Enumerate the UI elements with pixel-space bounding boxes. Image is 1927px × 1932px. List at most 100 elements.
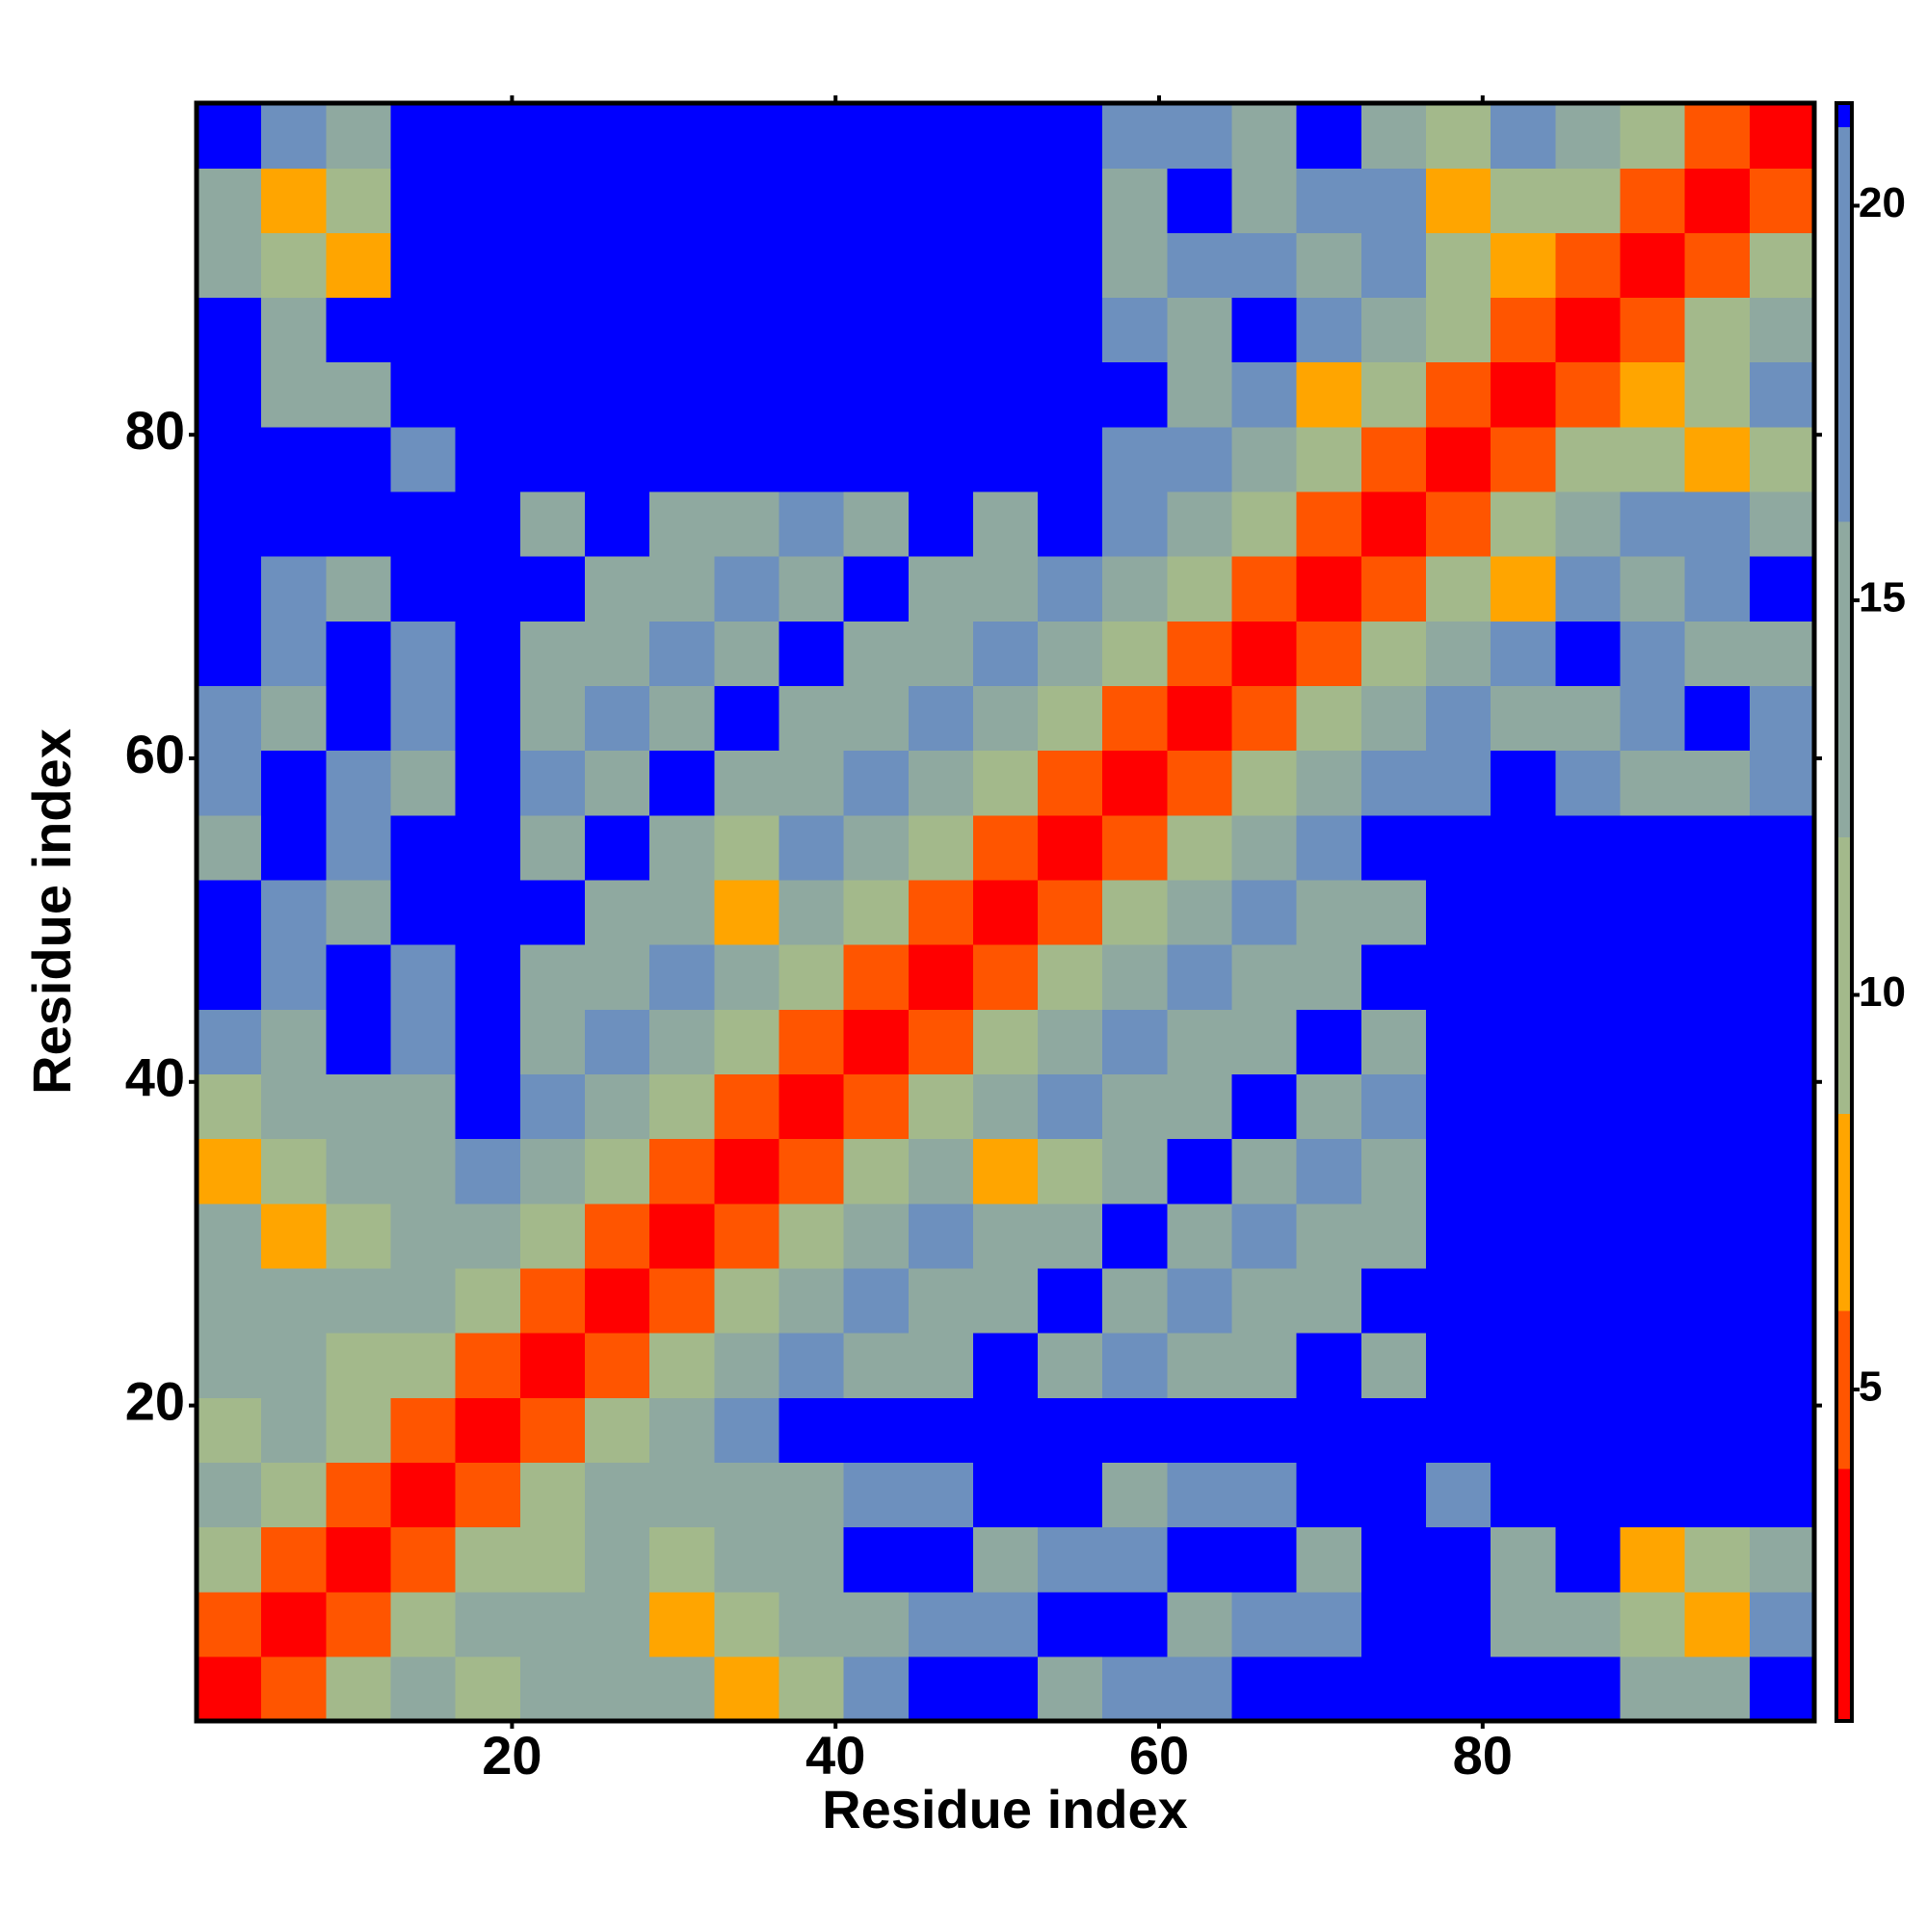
heatmap-cell [779,1009,845,1074]
heatmap-cell [908,1073,974,1140]
heatmap-cell [1102,1073,1168,1140]
heatmap-cell [1749,1591,1815,1657]
heatmap-cell [197,168,262,233]
heatmap-cell [1038,1267,1103,1334]
heatmap-cell [197,103,262,169]
heatmap-cell [1296,490,1362,557]
heatmap-cell [908,1397,974,1463]
heatmap-cell [1296,556,1362,622]
heatmap-cell [1555,556,1622,622]
heatmap-cell [197,1526,262,1593]
heatmap-cell [649,1073,715,1140]
heatmap-cell [455,1397,521,1463]
heatmap-cell [455,168,521,233]
heatmap-cell [584,1009,650,1074]
heatmap-cell [1167,621,1233,687]
heatmap-cell [390,490,457,557]
heatmap-cell [584,426,650,492]
heatmap-cell [1555,1397,1622,1463]
colorbar: 5 10 15 20 [1835,101,1906,1723]
heatmap-cell [1038,1138,1103,1204]
heatmap-cell [908,1333,974,1398]
heatmap-cell [1620,103,1686,169]
heatmap-cell [261,297,327,363]
heatmap-cell [261,814,327,881]
heatmap-cell [1102,1397,1168,1463]
heatmap-cell [972,103,1039,169]
heatmap-cell [1749,1526,1815,1593]
heatmap-cell [1620,1526,1686,1593]
heatmap-cell [390,814,457,881]
heatmap-cell [261,361,327,428]
heatmap-cell [584,361,650,428]
heatmap-cell [843,1591,910,1657]
heatmap-cell [584,621,650,687]
heatmap-cell [1102,556,1168,622]
heatmap-cell [714,1138,780,1204]
heatmap-cell [1296,1655,1362,1722]
heatmap-cell [1684,1138,1751,1204]
heatmap-cell [1491,232,1556,299]
heatmap-cell [1555,750,1622,816]
heatmap-cell [1038,1073,1103,1140]
heatmap-cell [908,556,974,622]
heatmap-cell [197,232,262,299]
heatmap-cell [584,750,650,816]
heatmap-cell [1491,361,1556,428]
heatmap-cell [1360,1397,1427,1463]
heatmap-cell [1038,168,1103,233]
heatmap-cell [261,944,327,1010]
heatmap-cell [1296,685,1362,752]
heatmap-cell [843,1267,910,1334]
colorbar-tick-label: 5 [1859,1363,1882,1411]
heatmap-cell [584,168,650,233]
heatmap-cell [779,814,845,881]
heatmap-cell [714,814,780,881]
heatmap-cell [1296,103,1362,169]
heatmap-cell [1360,814,1427,881]
heatmap-cell [1620,1203,1686,1269]
heatmap-cell [261,1655,327,1722]
heatmap-cell [1620,297,1686,363]
heatmap-cell [1360,944,1427,1010]
heatmap-cell [519,621,586,687]
heatmap-cell [714,879,780,945]
heatmap-cell [1296,1526,1362,1593]
x-axis-title: Residue index [822,1779,1188,1839]
heatmap-cell [908,879,974,945]
heatmap-cell [714,1526,780,1593]
heatmap-cell [584,103,650,169]
heatmap-cell [584,1203,650,1269]
heatmap-cell [519,814,586,881]
heatmap-cell [1360,1333,1427,1398]
heatmap-cell [649,1655,715,1722]
heatmap-cell [1620,1009,1686,1074]
heatmap-cell [1684,1073,1751,1140]
heatmap-cell [972,232,1039,299]
heatmap-cell [197,297,262,363]
heatmap-cell [908,297,974,363]
heatmap-cell [197,490,262,557]
heatmap-cell [779,490,845,557]
heatmap-cell [843,168,910,233]
heatmap-cell [1360,556,1427,622]
heatmap-cell [1360,490,1427,557]
heatmap-cell [1296,426,1362,492]
heatmap-cell [1555,1073,1622,1140]
heatmap-cell [1620,490,1686,557]
heatmap-cell [1491,814,1556,881]
heatmap-cell [1038,1397,1103,1463]
heatmap-cell [843,814,910,881]
heatmap-cell [584,1655,650,1722]
heatmap-cell [1491,490,1556,557]
heatmap-cell [779,1397,845,1463]
heatmap-cell [1167,361,1233,428]
heatmap-cell [1167,1526,1233,1593]
heatmap-cell [1426,232,1491,299]
heatmap-cell [843,1462,910,1528]
heatmap-cell [1038,490,1103,557]
heatmap-cell [1555,814,1622,881]
heatmap-cell [1555,621,1622,687]
colorbar-band [1836,836,1852,1114]
